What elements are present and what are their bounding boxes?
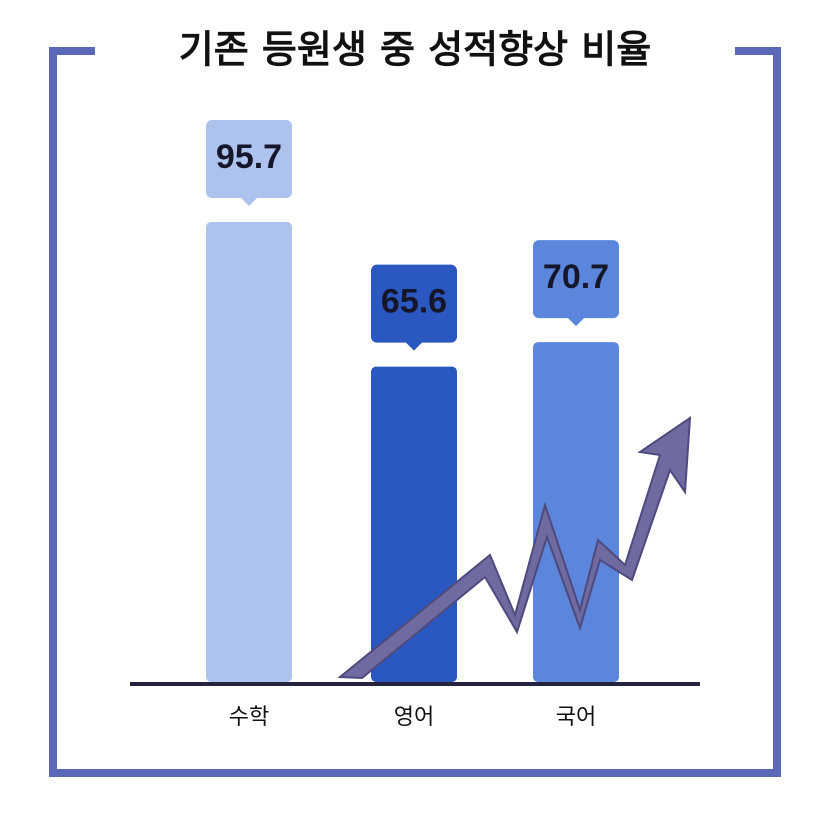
x-tick-label: 영어 xyxy=(394,705,434,730)
bar xyxy=(206,222,292,682)
bar xyxy=(533,342,619,682)
value-label-box xyxy=(206,120,292,206)
plot: 95.7 65.6 70.7 xyxy=(206,120,619,682)
x-tick-label: 국어 xyxy=(556,705,596,730)
value-label-box xyxy=(371,264,457,351)
value-label-box xyxy=(533,240,619,327)
chart-title: 기존 등원생 중 성적향상 비율 xyxy=(179,28,651,72)
trend-arrow xyxy=(337,416,692,680)
value-label: 65.6 xyxy=(381,283,447,321)
title-background xyxy=(95,20,735,80)
x-tick-label: 수학 xyxy=(229,705,269,730)
value-label: 95.7 xyxy=(216,138,282,176)
value-label: 70.7 xyxy=(543,258,609,296)
